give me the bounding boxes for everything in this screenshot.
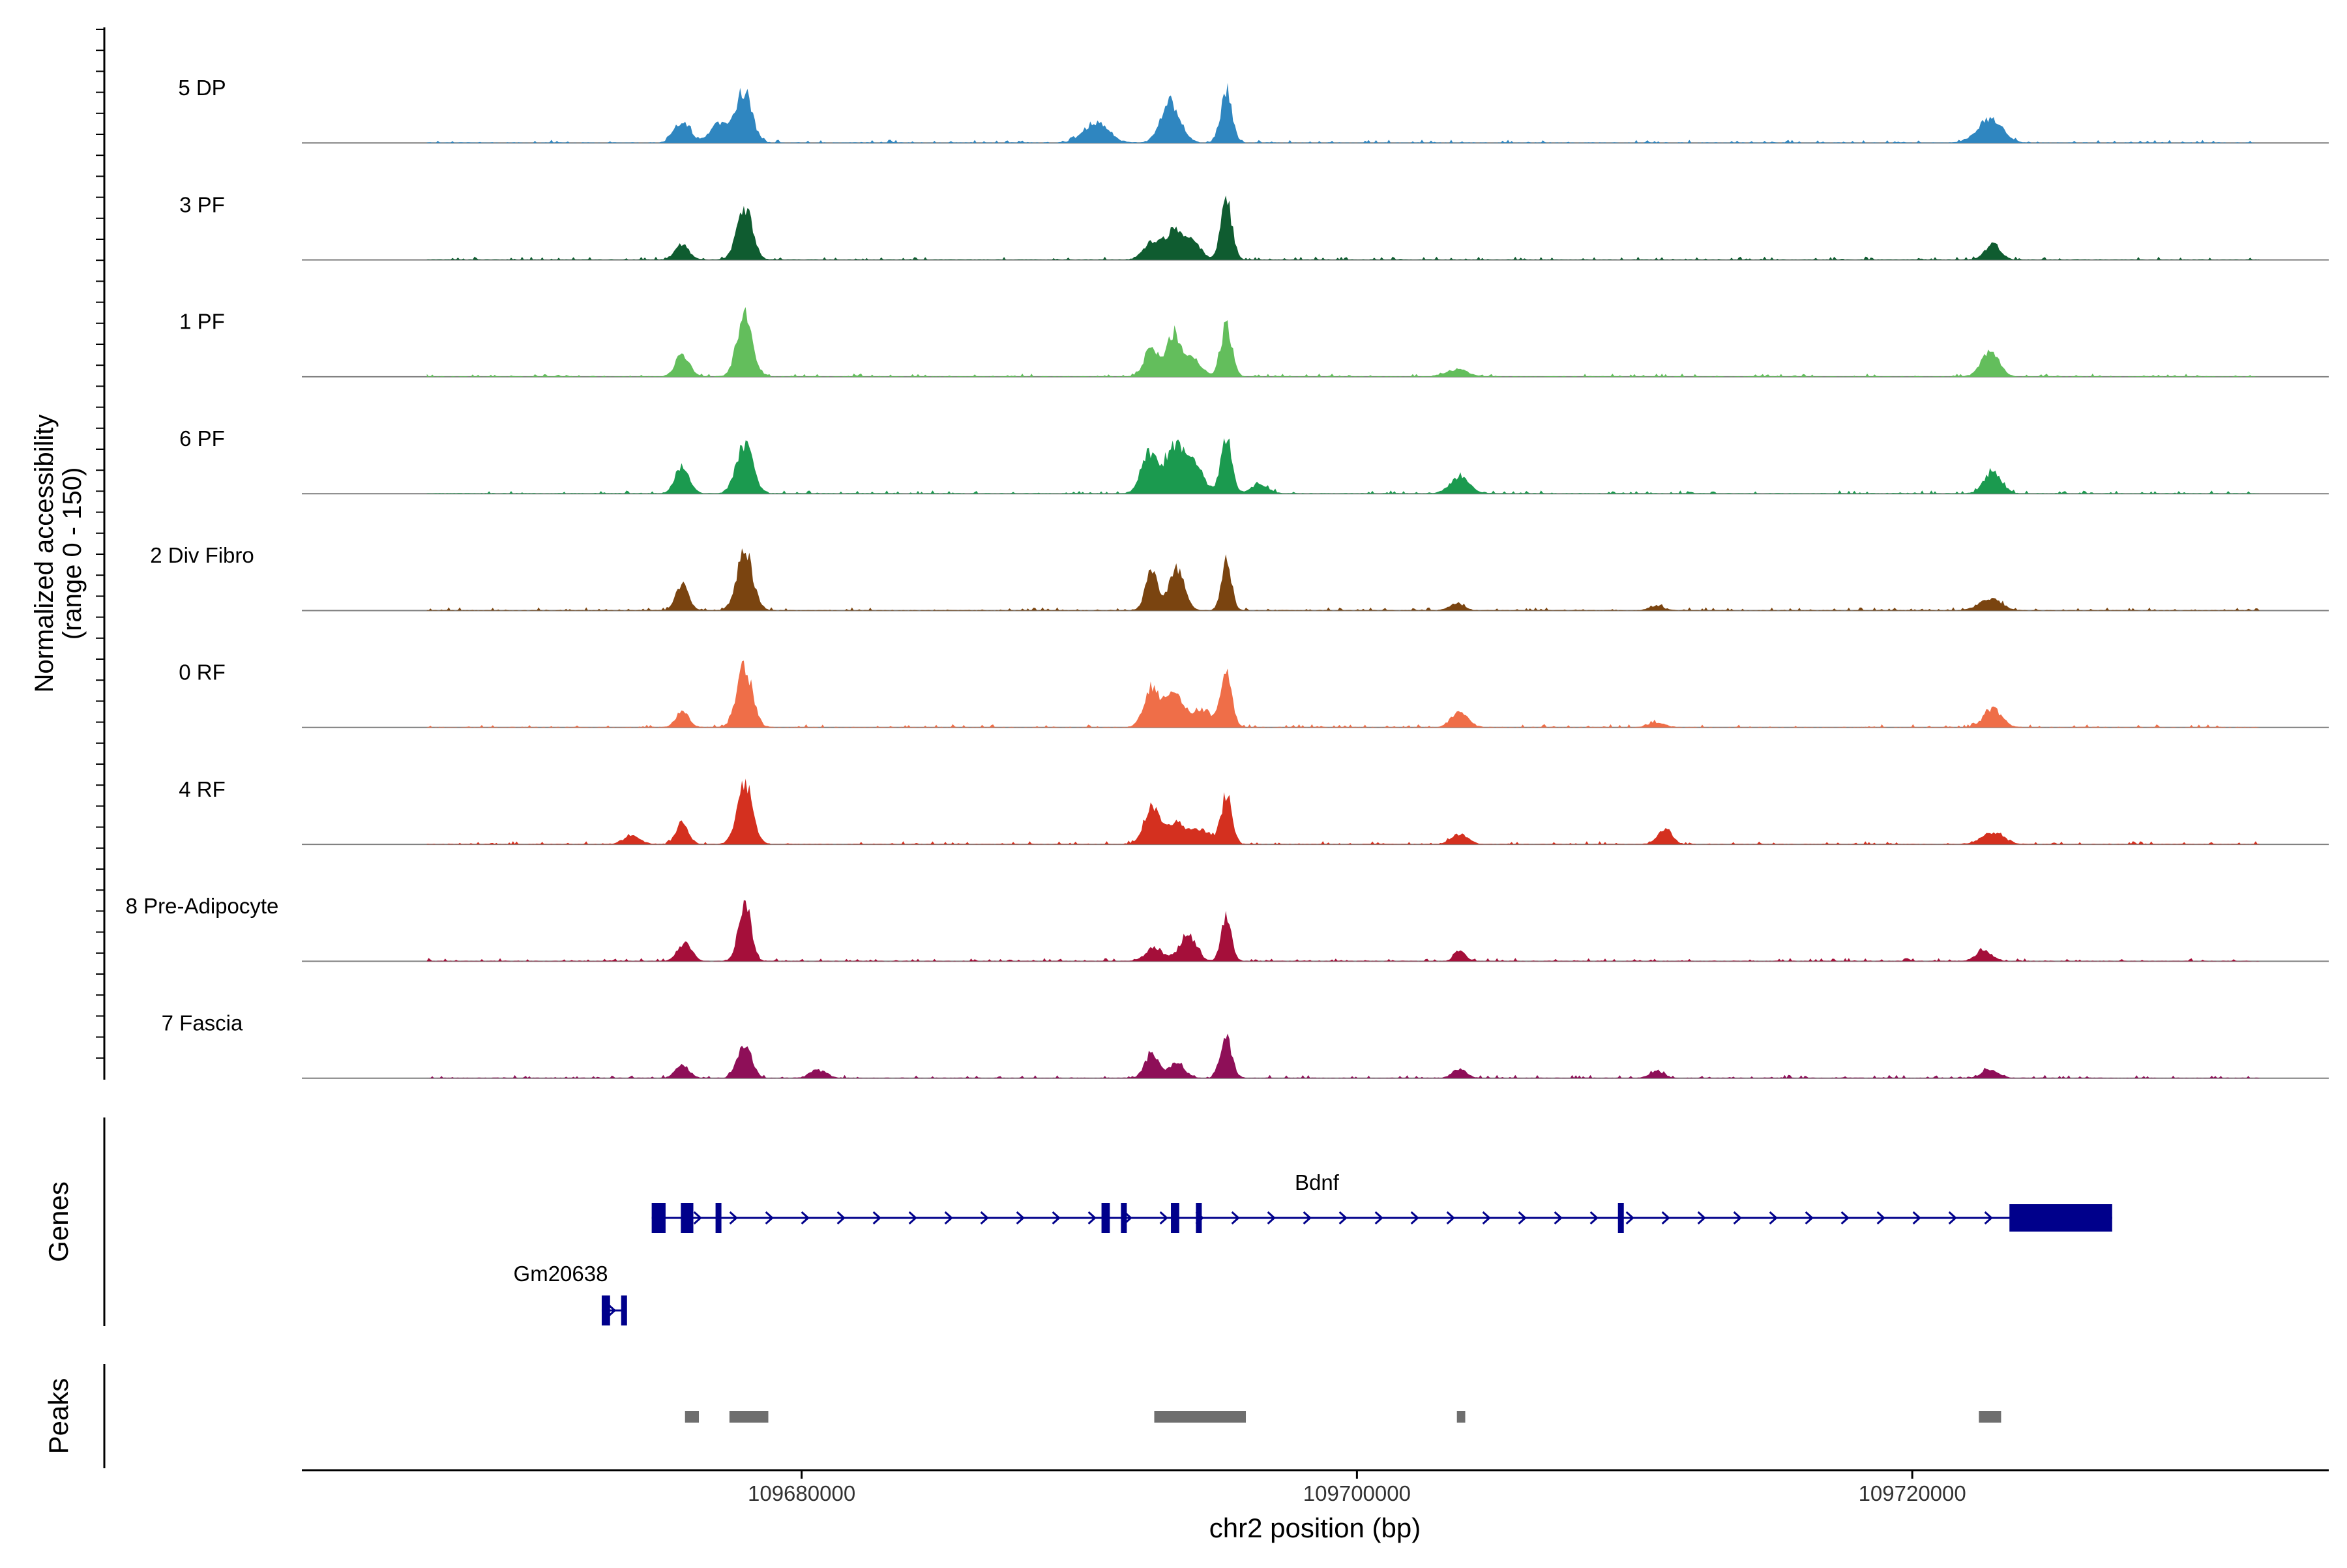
gene-annotations: Bdnf Gm20638	[514, 1170, 2112, 1325]
track-2-div-fibro: 2 Div Fibro	[150, 543, 2329, 612]
gene-exon	[1617, 1203, 1624, 1233]
strand-arrow	[1231, 1211, 1240, 1225]
strand-arrow	[1446, 1211, 1455, 1225]
peak-region	[1456, 1411, 1466, 1423]
track-label: 5 DP	[178, 76, 226, 100]
peak-regions	[685, 1411, 2001, 1423]
strand-arrow	[801, 1211, 810, 1225]
gene-gm20638: Gm20638	[514, 1262, 627, 1325]
gene-exon	[715, 1203, 722, 1233]
track-label: 3 PF	[179, 192, 225, 216]
track-5-dp: 5 DP	[178, 76, 2329, 144]
strand-arrow	[1589, 1211, 1599, 1225]
gene-exon	[2009, 1204, 2112, 1232]
strand-arrow	[1733, 1211, 1742, 1225]
track-label: 0 RF	[179, 660, 226, 685]
peak-region	[1979, 1411, 2001, 1423]
coverage-tracks: 5 DP 3 PF 1 PF 6 PF 2 Div Fibro 0 RF 4 RF 8 Pre…	[126, 76, 2329, 1079]
gene-exon	[651, 1203, 666, 1233]
gene-label: Gm20638	[514, 1262, 608, 1286]
strand-arrow	[1912, 1211, 1921, 1225]
strand-arrow	[1303, 1211, 1312, 1225]
y-axis-label-line1: Normalized accessibility	[30, 415, 59, 693]
gene-exon	[1196, 1203, 1202, 1233]
track-label: 1 PF	[179, 310, 225, 334]
strand-arrow	[944, 1211, 953, 1225]
gene-bdnf: Bdnf	[651, 1170, 2112, 1233]
strand-arrow	[1374, 1211, 1383, 1225]
strand-arrow	[1410, 1211, 1419, 1225]
strand-arrow	[1016, 1211, 1025, 1225]
strand-arrow	[1159, 1211, 1168, 1225]
genes-track-label: Genes	[43, 1181, 74, 1262]
gene-exon	[1101, 1203, 1110, 1233]
peak-region	[1154, 1411, 1247, 1423]
strand-arrow	[1338, 1211, 1348, 1225]
strand-arrow	[1661, 1211, 1670, 1225]
strand-arrow	[1554, 1211, 1563, 1225]
x-tick-label: 109720000	[1859, 1481, 1966, 1505]
strand-arrow	[765, 1211, 774, 1225]
x-axis-label: chr2 position (bp)	[1209, 1513, 1421, 1543]
strand-arrow	[872, 1211, 881, 1225]
strand-arrow	[1840, 1211, 1850, 1225]
strand-arrow	[1267, 1211, 1276, 1225]
strand-arrow	[1482, 1211, 1491, 1225]
strand-arrow	[607, 1303, 617, 1318]
track-label: 4 RF	[179, 777, 226, 801]
peaks-track-label: Peaks	[43, 1378, 74, 1455]
strand-arrow	[693, 1211, 702, 1225]
track-label: 6 PF	[179, 426, 225, 451]
gene-exon	[601, 1295, 610, 1325]
x-tick-label: 109680000	[748, 1481, 855, 1505]
gene-label: Bdnf	[1295, 1170, 1340, 1194]
strand-arrow	[1052, 1211, 1061, 1225]
strand-arrow	[980, 1211, 989, 1225]
x-axis-ticks: 109680000 109700000 109720000	[748, 1470, 1966, 1505]
x-tick-label: 109700000	[1303, 1481, 1411, 1505]
gene-exon	[621, 1295, 627, 1325]
strand-arrow	[1805, 1211, 1814, 1225]
strand-arrow	[908, 1211, 917, 1225]
strand-arrow	[1769, 1211, 1778, 1225]
track-4-rf: 4 RF	[179, 777, 2329, 846]
strand-arrow	[836, 1211, 846, 1225]
gene-exon	[1121, 1203, 1127, 1233]
track-label: 2 Div Fibro	[150, 543, 254, 567]
track-label: 8 Pre-Adipocyte	[126, 894, 279, 918]
peak-region	[685, 1411, 700, 1423]
track-6-pf: 6 PF	[179, 426, 2329, 495]
track-0-rf: 0 RF	[179, 660, 2329, 728]
strand-arrow	[1518, 1211, 1527, 1225]
gene-exon	[1171, 1203, 1179, 1233]
track-8-pre-adipocyte: 8 Pre-Adipocyte	[126, 894, 2329, 962]
peak-region	[729, 1411, 769, 1423]
track-1-pf: 1 PF	[179, 307, 2329, 377]
strand-arrow	[1876, 1211, 1885, 1225]
track-7-fascia: 7 Fascia	[162, 1011, 2329, 1079]
strand-arrow	[729, 1211, 738, 1225]
coverage-y-ticks	[96, 29, 104, 1059]
track-3-pf: 3 PF	[179, 192, 2329, 261]
track-label: 7 Fascia	[162, 1011, 243, 1035]
strand-arrow	[1984, 1211, 1993, 1225]
strand-arrow	[1087, 1211, 1097, 1225]
strand-arrow	[1948, 1211, 1957, 1225]
strand-arrow	[1625, 1211, 1634, 1225]
y-axis-label-line2: (range 0 - 150)	[58, 467, 87, 640]
strand-arrow	[1697, 1211, 1706, 1225]
gene-exon	[681, 1203, 694, 1233]
